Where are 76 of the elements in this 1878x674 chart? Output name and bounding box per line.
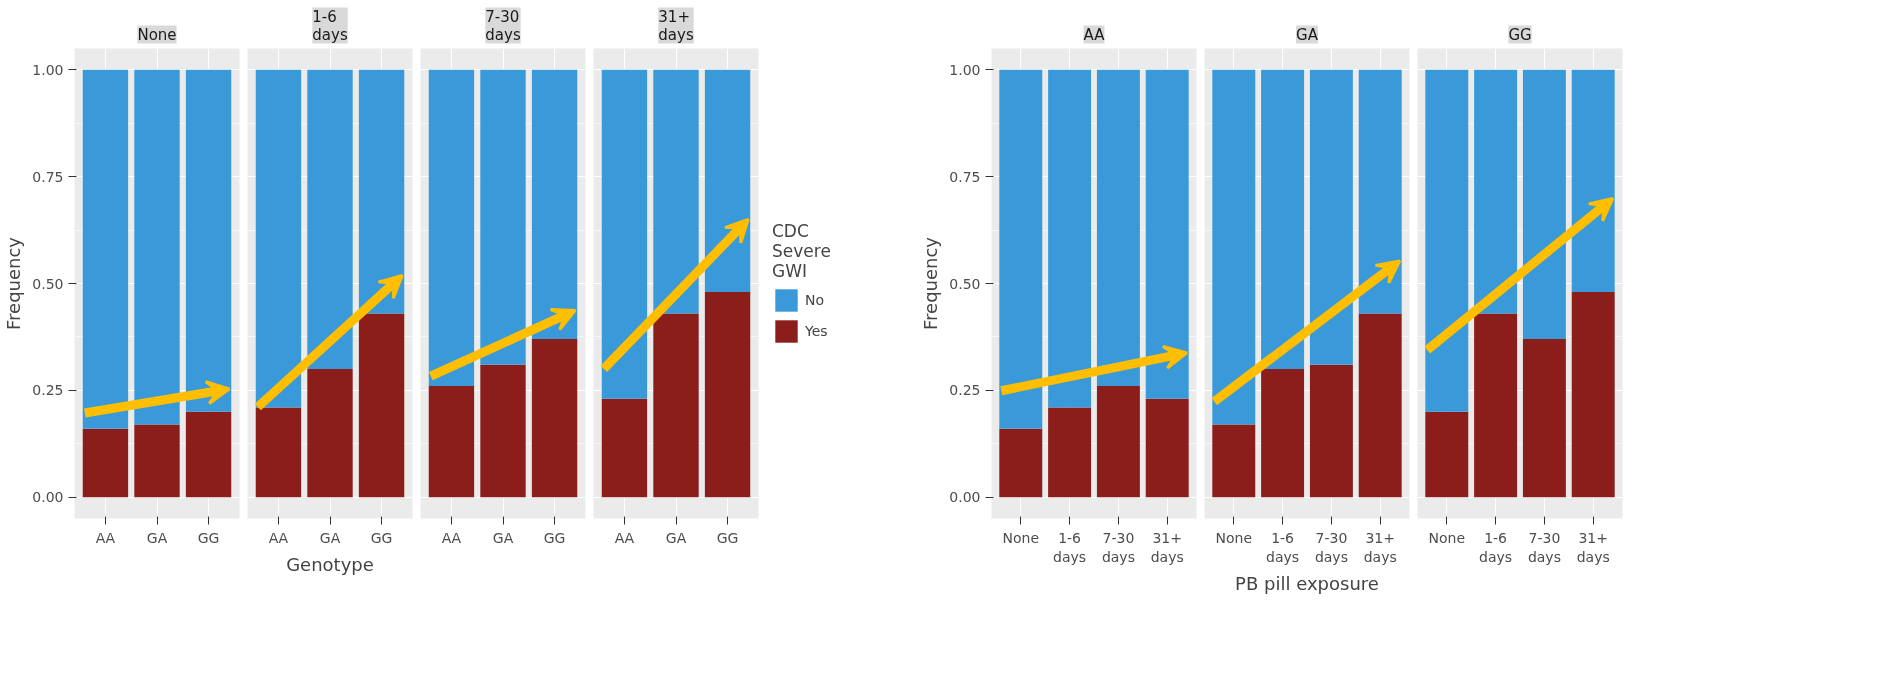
- bar: [999, 428, 1043, 498]
- y-tick-label: 1.00: [949, 61, 981, 78]
- bar: [1145, 398, 1189, 498]
- chart-title: GA: [1296, 25, 1319, 44]
- x-tick-label: 31+ days: [1576, 529, 1610, 565]
- y-tick-label: 0.75: [949, 168, 981, 185]
- bar: [601, 398, 648, 498]
- bar: [1096, 69, 1140, 387]
- x-tick-label: 7-30 days: [1101, 529, 1135, 565]
- legend-title: CDC Severe GWI: [772, 221, 831, 281]
- legend-label: Yes: [805, 323, 828, 339]
- x-tick-label: 1-6 days: [1053, 529, 1087, 565]
- y-axis-title: Frequency: [920, 236, 942, 330]
- bar: [1212, 69, 1256, 425]
- bar: [1474, 69, 1518, 314]
- y-axis-title: Frequency: [3, 236, 25, 330]
- x-tick-label: 1-6 days: [1479, 529, 1513, 565]
- x-tick-label: 1-6 days: [1266, 529, 1300, 565]
- x-tick-label: GA: [492, 529, 514, 546]
- bar: [1309, 69, 1353, 365]
- y-tick-label: 0.25: [32, 382, 64, 399]
- x-tick-label: GA: [146, 529, 168, 546]
- x-axis-title: Genotype: [286, 553, 374, 575]
- x-axis-title: PB pill exposure: [1235, 572, 1379, 594]
- bar: [428, 386, 475, 498]
- bar: [1048, 69, 1092, 408]
- y-tick-label: 0.75: [32, 168, 64, 185]
- y-tick-label: 0.25: [949, 382, 981, 399]
- y-tick-label: 0.50: [949, 275, 981, 292]
- bar: [1474, 313, 1518, 498]
- x-tick-label: AA: [95, 529, 116, 546]
- bar: [1358, 313, 1402, 498]
- bar: [1358, 69, 1402, 314]
- x-tick-label: 31+ days: [1150, 529, 1184, 565]
- x-tick-label: GG: [197, 529, 220, 546]
- y-tick-label: 0.00: [32, 489, 64, 506]
- bar: [1522, 339, 1566, 498]
- x-tick-label: 31+ days: [1363, 529, 1397, 565]
- bar: [1425, 411, 1469, 498]
- x-tick-label: None: [1428, 529, 1466, 546]
- chart-title: None: [137, 25, 177, 44]
- bar: [82, 428, 129, 498]
- y-tick-label: 0.50: [32, 275, 64, 292]
- bar: [1571, 69, 1615, 293]
- x-tick-label: AA: [268, 529, 289, 546]
- bar: [1048, 407, 1092, 498]
- y-tick-label: 0.00: [949, 489, 981, 506]
- legend-label: No: [805, 292, 825, 308]
- x-tick-label: None: [1215, 529, 1253, 546]
- x-tick-label: 7-30 days: [1527, 529, 1561, 565]
- x-tick-label: GA: [665, 529, 687, 546]
- x-tick-label: 7-30 days: [1314, 529, 1348, 565]
- x-tick-label: GA: [319, 529, 341, 546]
- chart-title: 7-30 days: [485, 7, 521, 44]
- bar: [1425, 69, 1469, 412]
- x-tick-label: GG: [543, 529, 566, 546]
- x-tick-label: GG: [716, 529, 739, 546]
- bar: [1212, 424, 1256, 498]
- chart-title: 31+ days: [658, 7, 694, 44]
- bar: [1145, 69, 1189, 399]
- x-tick-label: GG: [370, 529, 393, 546]
- chart-title: GG: [1508, 25, 1532, 44]
- chart-title: 1-6 days: [312, 7, 348, 44]
- bar: [134, 424, 180, 498]
- bar: [1261, 368, 1305, 498]
- y-tick-label: 1.00: [32, 61, 64, 78]
- bar: [1522, 69, 1566, 340]
- x-tick-label: None: [1002, 529, 1040, 546]
- bar: [1261, 69, 1305, 369]
- bar: [1571, 292, 1615, 498]
- bar: [1309, 364, 1353, 498]
- x-tick-label: AA: [614, 529, 635, 546]
- x-tick-label: AA: [441, 529, 462, 546]
- bar: [999, 69, 1043, 429]
- bar: [1096, 386, 1140, 498]
- chart-title: AA: [1083, 25, 1106, 44]
